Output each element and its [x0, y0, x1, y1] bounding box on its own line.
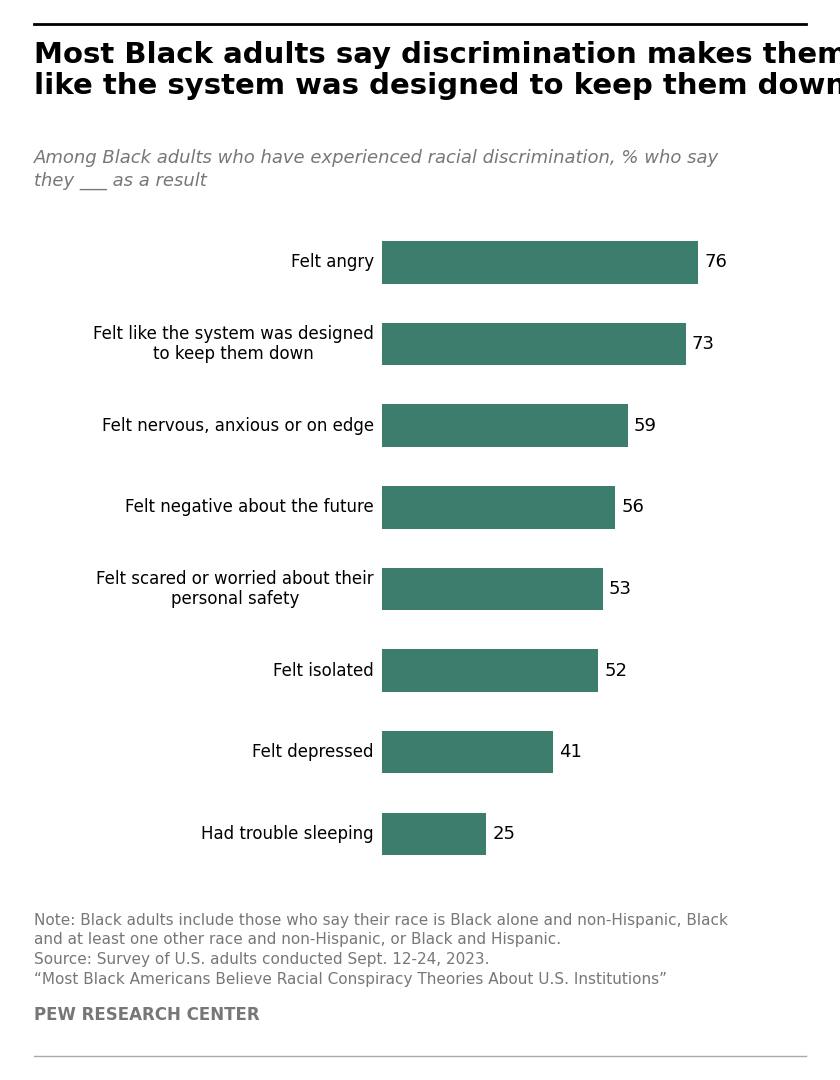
Text: 41: 41: [559, 743, 582, 761]
Text: 53: 53: [609, 580, 632, 598]
Text: Had trouble sleeping: Had trouble sleeping: [201, 825, 374, 842]
Text: Felt isolated: Felt isolated: [273, 662, 374, 679]
Text: PEW RESEARCH CENTER: PEW RESEARCH CENTER: [34, 1005, 260, 1024]
Bar: [382, 812, 486, 855]
Text: 76: 76: [705, 254, 727, 271]
Text: Note: Black adults include those who say their race is Black alone and non-Hispa: Note: Black adults include those who say…: [34, 913, 727, 987]
Text: 73: 73: [692, 335, 715, 353]
Text: Felt depressed: Felt depressed: [252, 743, 374, 761]
Bar: [382, 323, 685, 365]
Text: Felt nervous, anxious or on edge: Felt nervous, anxious or on edge: [102, 417, 374, 434]
Text: Felt angry: Felt angry: [291, 254, 374, 271]
Text: Felt scared or worried about their
personal safety: Felt scared or worried about their perso…: [96, 569, 374, 608]
Text: 59: 59: [633, 417, 657, 434]
Bar: [382, 649, 598, 692]
Text: Felt like the system was designed
to keep them down: Felt like the system was designed to kee…: [93, 325, 374, 363]
Bar: [382, 486, 615, 528]
Text: Most Black adults say discrimination makes them feel
like the system was designe: Most Black adults say discrimination mak…: [34, 41, 840, 100]
Text: 52: 52: [605, 662, 627, 679]
Bar: [382, 731, 553, 773]
Bar: [382, 404, 627, 447]
Text: Among Black adults who have experienced racial discrimination, % who say
they __: Among Black adults who have experienced …: [34, 149, 719, 189]
Text: 56: 56: [622, 498, 644, 516]
Bar: [382, 241, 698, 284]
Text: Felt negative about the future: Felt negative about the future: [125, 498, 374, 516]
Bar: [382, 568, 602, 610]
Text: 25: 25: [492, 825, 516, 842]
